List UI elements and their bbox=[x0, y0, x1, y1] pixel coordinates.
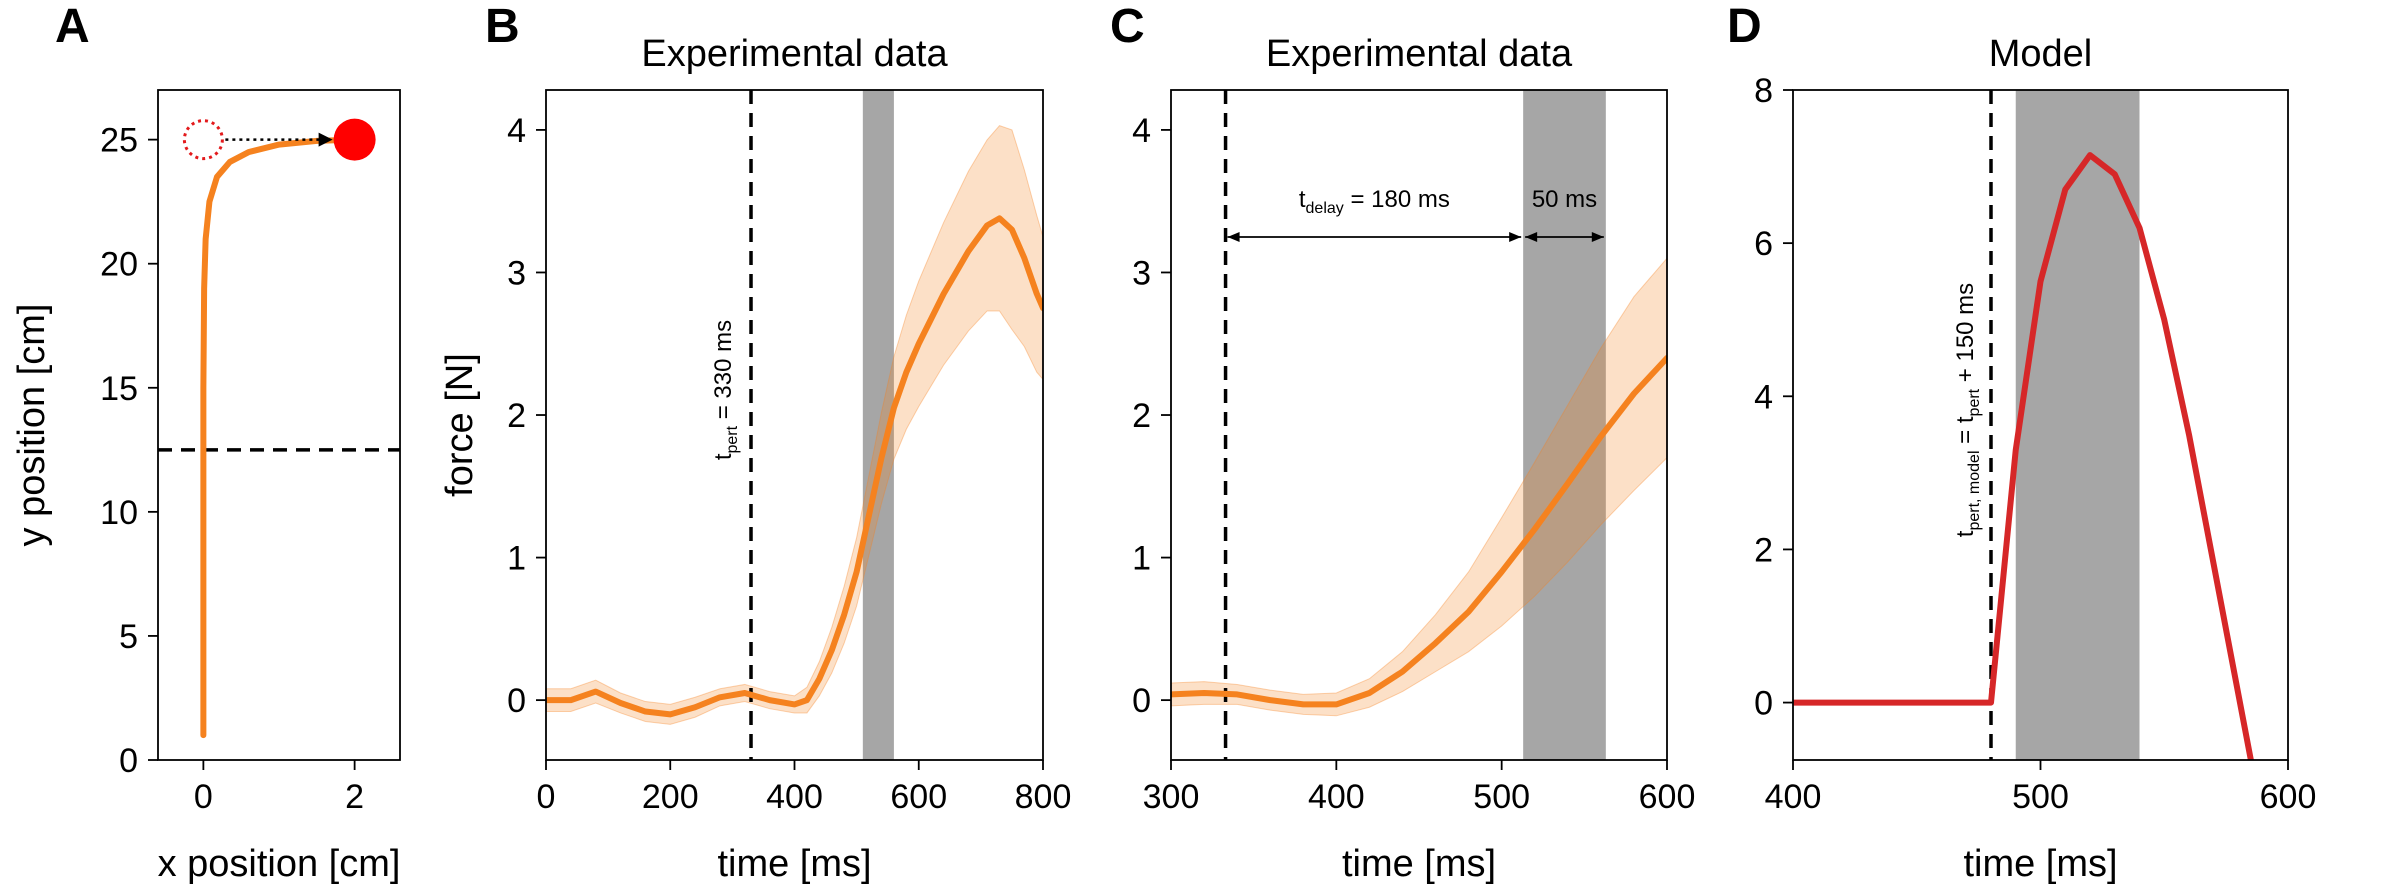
panel-letter-b: B bbox=[485, 0, 520, 53]
x-tick-label-d-500: 500 bbox=[2012, 778, 2069, 816]
x-tick-label-d-400: 400 bbox=[1765, 778, 1822, 816]
delay-label: tdelay = 180 ms bbox=[1299, 186, 1450, 217]
y-tick-label-c-3: 3 bbox=[1132, 254, 1151, 292]
vline-label-rest: = 330 ms bbox=[710, 320, 737, 426]
y-tick-label-c-0: 0 bbox=[1132, 682, 1151, 720]
x-axis-label-b: time [ms] bbox=[717, 843, 871, 885]
window-arrow-head-left bbox=[1525, 232, 1538, 242]
panel-d-chart: 400 500 600 0 2 4 6 8 Model time [ms] tpert, model… bbox=[1754, 33, 2316, 885]
plot-frame-a bbox=[157, 89, 401, 761]
plot-frame-c bbox=[1170, 89, 1668, 761]
x-tick-label-b-200: 200 bbox=[642, 778, 699, 816]
delay-label-sub: delay bbox=[1306, 200, 1344, 217]
x-tick-label-b-800: 800 bbox=[1015, 778, 1072, 816]
panel-letter-d: D bbox=[1727, 0, 1762, 53]
panel-b-chart: 0 200 400 600 800 0 1 2 3 4 Experimental data time … bbox=[439, 33, 1071, 885]
plot-area-d bbox=[1793, 90, 2254, 760]
y-tick-label-b-4: 4 bbox=[507, 112, 526, 150]
x-tick-label-b-400: 400 bbox=[766, 778, 823, 816]
y-tick-label-b-1: 1 bbox=[507, 540, 526, 578]
delay-arrow-head-left bbox=[1227, 232, 1240, 242]
y-tick-label-a-25: 25 bbox=[100, 122, 138, 160]
original-target-circle bbox=[182, 119, 224, 161]
chart-title-b: Experimental data bbox=[641, 33, 948, 75]
series-line-d-0 bbox=[1793, 152, 2254, 760]
shaded-region-c bbox=[1523, 90, 1606, 760]
vline-label-sub: pert, model bbox=[1966, 450, 1983, 530]
panel-c-chart: 300 400 500 600 0 1 2 3 4 Experimental data time [… bbox=[1132, 33, 1695, 885]
vline-label-main: t bbox=[1952, 530, 1979, 537]
y-tick-label-d-2: 2 bbox=[1754, 531, 1773, 569]
plot-area-a bbox=[158, 136, 400, 739]
window-label: 50 ms bbox=[1532, 186, 1597, 213]
delay-arrow-head-right bbox=[1509, 232, 1522, 242]
y-tick-label-d-8: 8 bbox=[1754, 72, 1773, 110]
chart-title-c: Experimental data bbox=[1266, 33, 1573, 75]
x-tick-label-d-600: 600 bbox=[2260, 778, 2317, 816]
series-line-c-0 bbox=[1171, 355, 1667, 708]
chart-title-d: Model bbox=[1989, 33, 2093, 75]
vline-label-sub2: pert bbox=[1966, 388, 1983, 416]
y-tick-label-d-0: 0 bbox=[1754, 685, 1773, 723]
vline-label-mid: = t bbox=[1952, 416, 1979, 450]
y-tick-label-a-20: 20 bbox=[100, 246, 138, 284]
target-shift-arrow-head bbox=[318, 132, 333, 147]
y-axis-label-b: force [N] bbox=[439, 353, 481, 497]
y-tick-label-c-1: 1 bbox=[1132, 540, 1151, 578]
x-tick-label-a-0: 0 bbox=[194, 778, 213, 816]
y-tick-label-b-0: 0 bbox=[507, 682, 526, 720]
panel-letter-c: C bbox=[1110, 0, 1145, 53]
plot-area-c bbox=[1171, 90, 1667, 760]
shifted-target-circle bbox=[333, 118, 376, 161]
delay-label-rest: = 180 ms bbox=[1344, 186, 1450, 213]
y-tick-label-c-4: 4 bbox=[1132, 112, 1151, 150]
confidence-band-b bbox=[546, 125, 1043, 725]
vline-label-rest: + 150 ms bbox=[1952, 283, 1979, 389]
panel-letter-a: A bbox=[55, 0, 90, 53]
x-tick-label-c-300: 300 bbox=[1143, 778, 1200, 816]
x-tick-label-c-500: 500 bbox=[1473, 778, 1530, 816]
series-line-a-0 bbox=[200, 136, 358, 739]
x-tick-label-c-600: 600 bbox=[1639, 778, 1696, 816]
y-tick-label-a-10: 10 bbox=[100, 494, 138, 532]
x-axis-label-d: time [ms] bbox=[1963, 843, 2117, 885]
y-tick-label-a-15: 15 bbox=[100, 370, 138, 408]
y-tick-label-a-5: 5 bbox=[119, 618, 138, 656]
y-tick-label-b-2: 2 bbox=[507, 397, 526, 435]
x-tick-label-b-600: 600 bbox=[890, 778, 947, 816]
vline-label-d: tpert, model = tpert + 150 ms bbox=[1952, 283, 1983, 537]
y-axis-label-a: y position [cm] bbox=[11, 304, 53, 547]
series-line-b-0 bbox=[546, 215, 1043, 718]
x-tick-label-b-0: 0 bbox=[537, 778, 556, 816]
y-tick-label-c-2: 2 bbox=[1132, 397, 1151, 435]
y-tick-label-d-4: 4 bbox=[1754, 378, 1773, 416]
x-axis-label-c: time [ms] bbox=[1342, 843, 1496, 885]
plot-area-b bbox=[546, 90, 1043, 760]
y-tick-label-a-0: 0 bbox=[119, 742, 138, 780]
x-tick-label-a-2: 2 bbox=[345, 778, 364, 816]
vline-label-b: tpert = 330 ms bbox=[710, 320, 741, 460]
y-tick-label-b-3: 3 bbox=[507, 254, 526, 292]
window-arrow-head-right bbox=[1591, 232, 1604, 242]
x-tick-label-c-400: 400 bbox=[1308, 778, 1365, 816]
vline-label-main: t bbox=[710, 453, 737, 460]
vline-label-sub: pert bbox=[724, 425, 741, 453]
shaded-region-d bbox=[2015, 90, 2140, 760]
x-axis-label-a: x position [cm] bbox=[158, 843, 401, 885]
y-tick-label-d-6: 6 bbox=[1754, 225, 1773, 263]
delay-label-main: t bbox=[1299, 186, 1306, 213]
